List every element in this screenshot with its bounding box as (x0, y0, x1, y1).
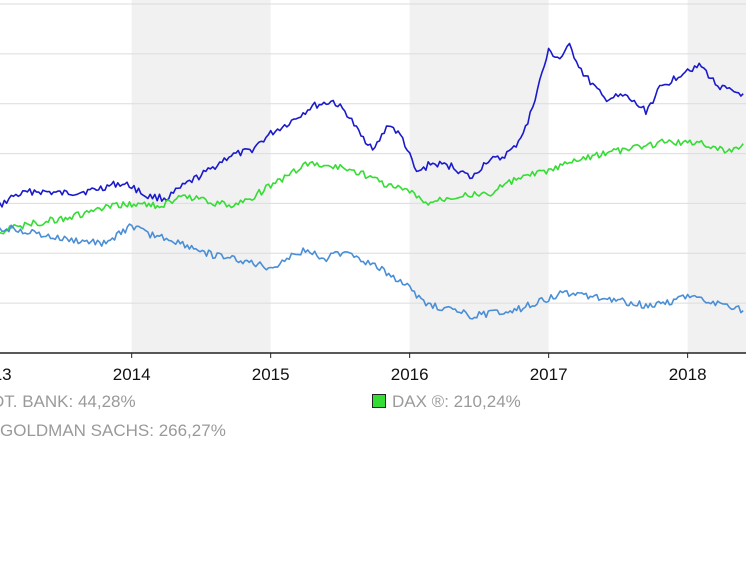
legend-item-goldman-sachs: GOLDMAN SACHS: 266,27% (0, 421, 226, 441)
legend-text-dax: DAX ®: 210,24% (392, 392, 521, 411)
x-tick-label-2018: 2018 (669, 365, 707, 384)
x-tick-label-2016: 2016 (391, 365, 429, 384)
x-tick-label-2017: 2017 (530, 365, 568, 384)
legend-item-dt-bank: DT. BANK: 44,28% (0, 392, 136, 412)
x-axis-ticks: 2013 2014 2015 2016 2017 2018 (0, 353, 707, 384)
year-shading (131, 0, 746, 353)
series-line-dt-bank (0, 223, 744, 320)
year-shade-2018 (687, 0, 746, 353)
series-line-goldman-sachs (0, 42, 744, 208)
legend-item-dax: DAX ®: 210,24% (372, 392, 521, 412)
grid-lines (0, 3, 746, 304)
legend-text-goldman-sachs: GOLDMAN SACHS: 266,27% (0, 421, 226, 440)
legend-text-dt-bank: DT. BANK: 44,28% (0, 392, 136, 411)
legend-swatch-dax (372, 394, 386, 408)
series-lines (0, 42, 744, 320)
series-line-dax (0, 138, 744, 235)
x-tick-label-2013: 2013 (0, 365, 12, 384)
x-tick-label-2015: 2015 (252, 365, 290, 384)
x-tick-label-2014: 2014 (113, 365, 151, 384)
year-shade-2016 (409, 0, 549, 353)
